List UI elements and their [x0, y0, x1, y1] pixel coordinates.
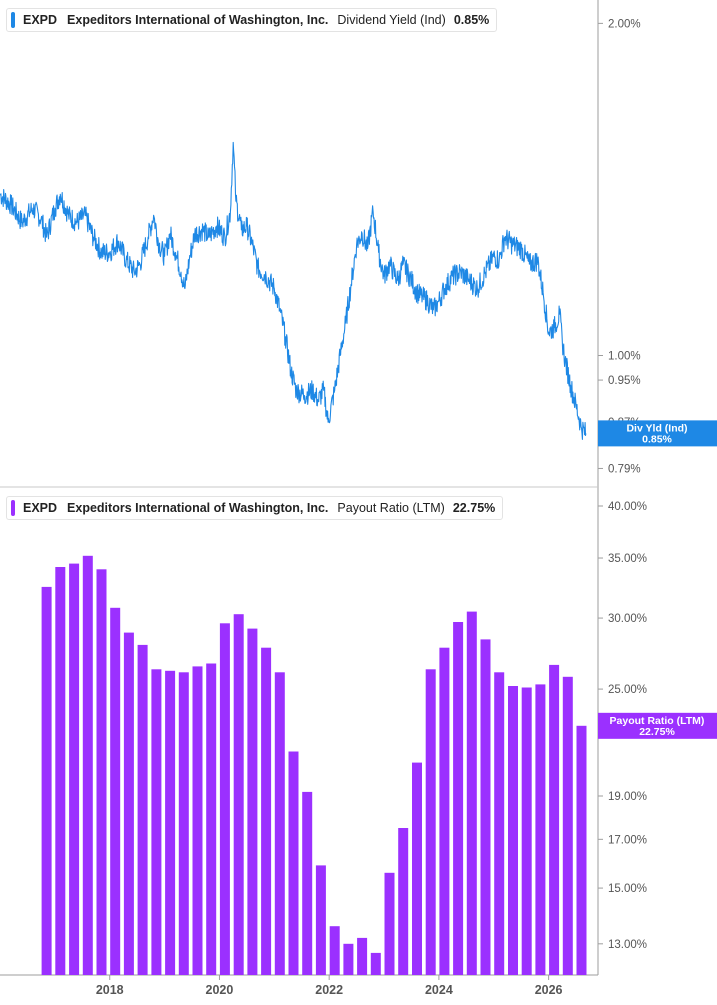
- payout-ratio-bar: [96, 569, 107, 975]
- yield-legend-company: Expeditors International of Washington, …: [67, 13, 329, 27]
- yield-y-tick-label: 0.95%: [608, 375, 641, 387]
- payout-ratio-bar: [412, 762, 422, 975]
- payout-legend-ticker: EXPD: [23, 501, 58, 515]
- payout-ratio-bar: [123, 632, 134, 975]
- payout-ratio-bar: [233, 614, 244, 975]
- payout-y-tick-label: 17.00%: [608, 834, 647, 846]
- yield-last-value-tag-label: Div Yld (Ind): [626, 422, 687, 434]
- payout-last-value-tag-value: 22.75%: [639, 726, 675, 738]
- x-tick-label: 2020: [206, 983, 234, 997]
- x-tick-label: 2022: [315, 983, 343, 997]
- payout-ratio-bar: [261, 647, 272, 975]
- payout-ratio-bar: [219, 623, 230, 975]
- payout-ratio-bar: [274, 672, 285, 975]
- payout-y-tick-label: 13.00%: [608, 939, 647, 951]
- payout-y-tick-label: 40.00%: [608, 501, 647, 513]
- yield-last-value-tag-value: 0.85%: [642, 433, 672, 445]
- x-axis: 2018 2020 2022 2024 2026: [96, 975, 563, 997]
- payout-ratio-bar: [521, 687, 532, 975]
- payout-ratio-bar: [576, 725, 587, 975]
- payout-y-tick-label: 19.00%: [608, 791, 647, 803]
- payout-ratio-bar: [439, 647, 450, 975]
- yield-legend-swatch: [11, 12, 15, 28]
- payout-ratio-bar: [151, 669, 162, 975]
- payout-ratio-bar: [110, 607, 121, 975]
- payout-ratio-bar: [357, 937, 368, 975]
- payout-y-tick-label: 30.00%: [608, 613, 647, 625]
- yield-legend-ticker: EXPD: [23, 13, 58, 27]
- payout-y-tick-label: 25.00%: [608, 684, 647, 696]
- payout-ratio-bar: [535, 684, 546, 975]
- payout-ratio-bar: [480, 639, 491, 975]
- payout-ratio-bar: [425, 669, 436, 975]
- x-tick-label: 2026: [535, 983, 563, 997]
- yield-legend-value: 0.85%: [453, 13, 490, 27]
- payout-y-tick-label: 15.00%: [608, 883, 647, 895]
- payout-legend: EXPD Expeditors International of Washing…: [6, 496, 504, 520]
- yield-y-tick-label: 0.79%: [608, 463, 641, 475]
- payout-ratio-bar: [508, 686, 518, 975]
- payout-ratio-bar: [343, 943, 354, 975]
- payout-ratio-bar: [288, 751, 299, 975]
- payout-last-value-tag-label: Payout Ratio (LTM): [610, 715, 705, 727]
- payout-ratio-bar: [69, 563, 80, 975]
- payout-ratio-bar: [453, 622, 464, 975]
- payout-ratio-bar: [82, 555, 93, 975]
- payout-ratio-bar: [178, 672, 189, 975]
- payout-ratio-bar: [549, 664, 560, 975]
- payout-ratio-bar: [329, 926, 340, 975]
- payout-ratio-bar: [315, 865, 326, 975]
- dividend-yield-line: [0, 141, 587, 440]
- payout-ratio-bar: [206, 663, 217, 975]
- payout-ratio-bar: [302, 791, 313, 975]
- payout-ratio-bar: [247, 628, 258, 975]
- yield-panel: 2.00%1.00%0.95%0.87%0.79%Div Yld (Ind)0.…: [0, 18, 717, 475]
- payout-ratio-bar: [398, 828, 409, 975]
- payout-ratio-bar: [466, 611, 477, 975]
- yield-y-tick-label: 1.00%: [608, 351, 641, 363]
- payout-ratio-bar: [41, 586, 52, 975]
- payout-ratio-bar: [562, 676, 573, 975]
- yield-legend-metric: Dividend Yield (Ind): [337, 13, 446, 27]
- payout-ratio-bar: [384, 872, 395, 975]
- payout-y-tick-label: 35.00%: [608, 553, 647, 565]
- x-tick-label: 2024: [425, 983, 453, 997]
- payout-legend-company: Expeditors International of Washington, …: [67, 501, 329, 515]
- x-tick-label: 2018: [96, 983, 124, 997]
- payout-ratio-bar: [55, 567, 66, 975]
- yield-y-tick-label: 2.00%: [608, 18, 641, 30]
- yield-legend: EXPD Expeditors International of Washing…: [6, 8, 498, 32]
- payout-ratio-bar: [192, 666, 203, 975]
- payout-ratio-bar: [494, 672, 505, 975]
- payout-ratio-bar: [370, 952, 381, 975]
- payout-ratio-bar: [165, 670, 176, 975]
- payout-legend-value: 22.75%: [452, 501, 496, 515]
- payout-legend-metric: Payout Ratio (LTM): [337, 501, 445, 515]
- payout-ratio-bar: [137, 644, 148, 975]
- payout-legend-swatch: [11, 500, 15, 516]
- payout-last-value-tag: [598, 712, 717, 739]
- payout-panel: 40.00% 35.00% 30.00% 25.00% 19.00% 17.00% 15.0…: [41, 501, 717, 975]
- yield-last-value-tag: [598, 420, 717, 447]
